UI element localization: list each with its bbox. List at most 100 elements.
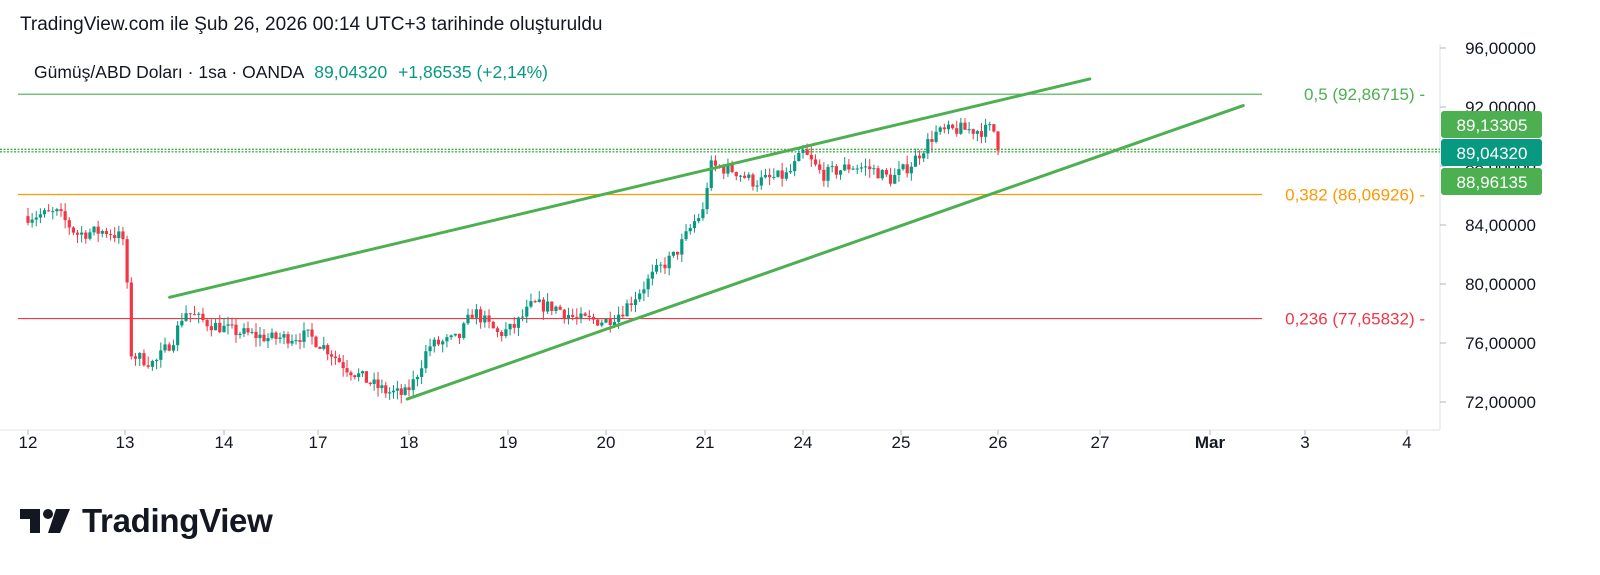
price-label: 89,04320 xyxy=(1441,139,1542,166)
candle-body xyxy=(604,319,608,323)
candle-body xyxy=(306,329,310,331)
candle-body xyxy=(959,122,963,134)
candle-body xyxy=(55,209,59,212)
candle-body xyxy=(788,171,793,173)
candle-body xyxy=(512,323,516,328)
price-axis[interactable]: 96,0000092,0000088,0000084,0000080,00000… xyxy=(1440,39,1536,412)
candle-body xyxy=(738,175,743,177)
symbol-legend[interactable]: Gümüş/ABD Doları · 1sa · OANDA 89,04320 … xyxy=(34,62,548,83)
candle-body xyxy=(571,314,575,317)
candle-body xyxy=(759,177,763,186)
candle-body xyxy=(541,299,546,312)
candle-body xyxy=(457,333,462,338)
candle-body xyxy=(629,303,633,305)
candle-body xyxy=(768,174,772,178)
candle-body xyxy=(930,139,934,142)
candle-body xyxy=(184,313,188,321)
candle-body xyxy=(805,149,809,155)
candle-body xyxy=(851,168,855,170)
candle-body xyxy=(453,333,457,336)
candle-body xyxy=(380,385,384,389)
candle-body xyxy=(942,127,946,130)
candle-body xyxy=(234,324,238,336)
price-label-box xyxy=(1441,111,1542,138)
price-label-text: 89,13305 xyxy=(1457,116,1528,135)
candle-body xyxy=(847,164,851,170)
candle-body xyxy=(843,164,847,171)
candle-body xyxy=(676,251,680,255)
candle-body xyxy=(650,271,654,279)
candle-body xyxy=(818,164,822,170)
candlesticks xyxy=(26,117,1000,404)
candle-body xyxy=(113,235,117,239)
wedge-trendlines[interactable] xyxy=(168,77,1245,401)
candle-body xyxy=(108,234,113,236)
candle-body xyxy=(192,314,197,316)
candle-body xyxy=(487,315,491,322)
candle-body xyxy=(290,340,294,344)
candle-body xyxy=(926,139,930,154)
candle-body xyxy=(67,220,71,228)
candle-body xyxy=(150,361,154,367)
candle-body xyxy=(934,131,938,142)
candle-body xyxy=(47,210,51,212)
candle-body xyxy=(142,353,146,366)
candle-body xyxy=(329,354,334,357)
candle-body xyxy=(822,169,826,181)
price-chart[interactable]: 0,5 (92,86715) - 0,382 (86,06926) - 0,236 … xyxy=(0,0,1600,500)
candle-body xyxy=(274,332,278,339)
candle-body xyxy=(100,231,104,234)
candle-body xyxy=(92,226,96,233)
candle-body xyxy=(813,159,818,165)
candle-body xyxy=(917,155,922,159)
candle-body xyxy=(868,166,872,170)
brand-name: TradingView xyxy=(82,502,273,539)
candle-body xyxy=(784,172,788,179)
candle-body xyxy=(950,124,955,129)
candle-body xyxy=(205,319,209,327)
candle-body xyxy=(638,293,642,300)
time-axis[interactable]: 12 13 14 17 18 19 20 21 24 25 26 27 Mar 3 4 xyxy=(19,430,1412,452)
candle-body xyxy=(218,322,222,333)
candle-body xyxy=(474,309,479,318)
candle-body xyxy=(621,314,625,317)
price-label: 89,13305 xyxy=(1441,111,1542,138)
fibonacci-levels[interactable]: 0,5 (92,86715) - 0,382 (86,06926) - 0,236 … xyxy=(0,85,1440,329)
candle-body xyxy=(282,334,286,338)
candle-body xyxy=(209,326,213,331)
fib-level-label: 0,382 (86,06926) - xyxy=(1285,185,1425,204)
tradingview-logo-icon xyxy=(20,509,70,533)
price-label-text: 88,96135 xyxy=(1457,173,1528,192)
candle-body xyxy=(596,319,600,326)
candle-body xyxy=(59,209,63,212)
candle-body xyxy=(793,161,797,172)
y-tick-label: 76,00000 xyxy=(1465,334,1536,353)
candle-body xyxy=(254,331,258,339)
candle-body xyxy=(975,131,979,134)
x-tick-label: 4 xyxy=(1402,433,1411,452)
candle-body xyxy=(575,316,579,318)
price-change: +1,86535 (+2,14%) xyxy=(398,62,548,82)
candle-body xyxy=(395,388,399,391)
candle-body xyxy=(432,339,436,347)
wedge-lower-line xyxy=(405,104,1245,401)
candle-body xyxy=(222,325,226,333)
candle-body xyxy=(479,309,483,323)
candle-body xyxy=(121,231,125,240)
candle-body xyxy=(863,166,868,168)
x-tick-label: 12 xyxy=(19,433,38,452)
candle-body xyxy=(537,299,541,303)
candle-body xyxy=(955,128,959,134)
candle-body xyxy=(713,160,718,166)
candle-body xyxy=(591,317,596,320)
candle-body xyxy=(246,328,250,333)
candle-body xyxy=(504,329,508,337)
candle-body xyxy=(880,170,884,179)
candle-body xyxy=(692,221,697,229)
candle-body xyxy=(705,188,709,210)
fib-level-label: 0,236 (77,65832) - xyxy=(1285,310,1425,329)
candle-body xyxy=(230,324,234,326)
candle-body xyxy=(909,166,913,174)
candle-body xyxy=(722,166,726,174)
candle-body xyxy=(376,379,380,389)
